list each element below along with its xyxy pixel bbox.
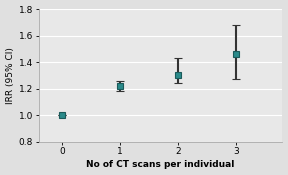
X-axis label: No of CT scans per individual: No of CT scans per individual bbox=[86, 160, 235, 169]
Y-axis label: IRR (95% CI): IRR (95% CI) bbox=[5, 47, 15, 104]
